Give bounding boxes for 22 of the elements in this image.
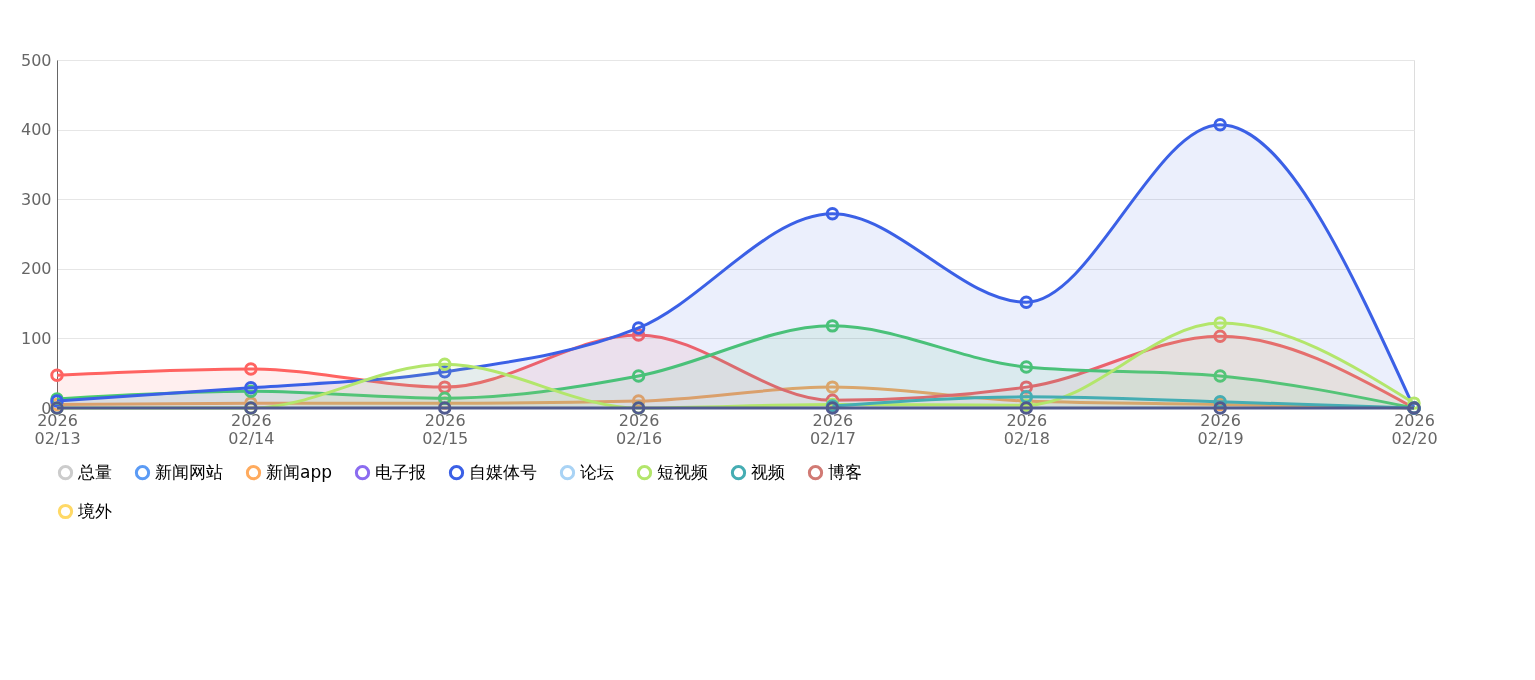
y-tick-label: 500 <box>20 50 52 70</box>
y-tick-label: 300 <box>20 189 52 209</box>
legend-label: 博客 <box>828 461 862 482</box>
x-tick-label: 2026 02/19 <box>1197 410 1244 448</box>
x-tick-label: 2026 02/20 <box>1391 410 1438 448</box>
legend-label: 电子报 <box>375 461 426 482</box>
legend-label: 境外 <box>77 500 112 521</box>
legend-label: 新闻网站 <box>155 461 223 482</box>
x-tick-label: 2026 02/15 <box>422 410 469 448</box>
legend-label: 论坛 <box>580 461 614 482</box>
legend-label: 新闻app <box>266 461 332 482</box>
y-tick-label: 400 <box>20 120 52 140</box>
legend-label: 总量 <box>77 461 112 482</box>
x-tick-label: 2026 02/16 <box>616 410 663 448</box>
legend-label: 短视频 <box>657 461 708 482</box>
x-tick-label: 2026 02/18 <box>1003 410 1050 448</box>
y-tick-label: 100 <box>20 328 52 348</box>
legend-label: 自媒体号 <box>469 461 537 482</box>
x-tick-label: 2026 02/14 <box>228 410 275 448</box>
y-tick-label: 200 <box>20 259 52 279</box>
legend-label: 视频 <box>751 461 785 482</box>
x-tick-label: 2026 02/17 <box>809 410 856 448</box>
